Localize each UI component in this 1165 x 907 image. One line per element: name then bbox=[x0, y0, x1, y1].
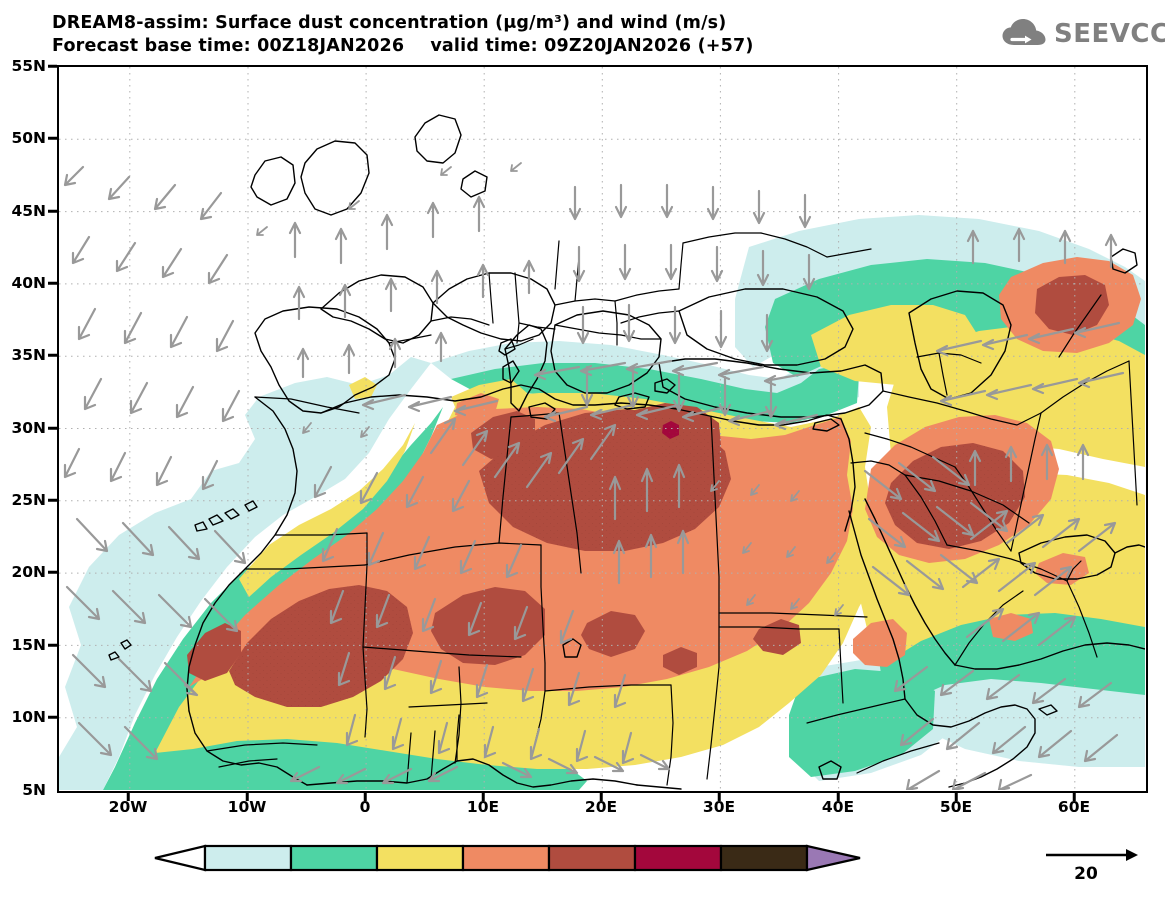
seevccc-logo: SEEVCCC bbox=[1001, 14, 1165, 54]
lat-tick-mark bbox=[48, 136, 57, 140]
lon-tick-mark bbox=[836, 793, 840, 801]
colorbar-segment-200 bbox=[461, 844, 551, 872]
base-time-text: Forecast base time: 00Z18JAN2026 bbox=[52, 36, 405, 56]
colorbar-segment-5 bbox=[203, 844, 293, 872]
lon-tick-60e: 60E bbox=[1057, 798, 1091, 816]
colorbar-over-arrow bbox=[805, 844, 861, 872]
lat-tick-40n: 40N bbox=[11, 274, 46, 292]
colorbar-segment-5000 bbox=[719, 844, 809, 872]
lat-tick-25n: 25N bbox=[11, 491, 46, 509]
lon-tick-30e: 30E bbox=[702, 798, 736, 816]
lon-tick-20w: 20W bbox=[108, 798, 148, 816]
map-header: DREAM8-assim: Surface dust concentration… bbox=[0, 0, 1165, 62]
page-title: DREAM8-assim: Surface dust concentration… bbox=[52, 13, 727, 33]
wind-vector-field bbox=[63, 162, 1125, 790]
lon-tick-mark bbox=[954, 793, 958, 801]
wind-reference-arrow-icon bbox=[1046, 849, 1138, 861]
lon-tick-10w: 10W bbox=[227, 798, 267, 816]
logo-text: SEEVCCC bbox=[1054, 19, 1165, 49]
lon-tick-mark bbox=[363, 793, 367, 801]
lat-tick-10n: 10N bbox=[11, 708, 46, 726]
lon-tick-mark bbox=[717, 793, 721, 801]
lat-tick-mark bbox=[48, 426, 57, 430]
colorbar-segment-50 bbox=[375, 844, 465, 872]
lat-tick-55n: 55N bbox=[11, 57, 46, 75]
lon-tick-mark bbox=[245, 793, 249, 801]
lat-tick-mark bbox=[48, 64, 57, 68]
lat-tick-45n: 45N bbox=[11, 202, 46, 220]
wind-scale-label: 20 bbox=[1074, 864, 1098, 884]
lon-tick-mark bbox=[599, 793, 603, 801]
lat-tick-35n: 35N bbox=[11, 346, 46, 364]
lat-tick-20n: 20N bbox=[11, 563, 46, 581]
dust-stipple-texture bbox=[229, 409, 1025, 707]
map-canvas[interactable] bbox=[57, 65, 1148, 793]
lat-tick-30n: 30N bbox=[11, 419, 46, 437]
lat-tick-mark bbox=[48, 281, 57, 285]
colorbar-under-arrow bbox=[154, 844, 207, 872]
forecast-time-line: Forecast base time: 00Z18JAN2026 valid ti… bbox=[52, 36, 754, 56]
colorbar-segment-2000 bbox=[633, 844, 723, 872]
lon-tick-mark bbox=[1072, 793, 1076, 801]
lon-tick-10e: 10E bbox=[466, 798, 500, 816]
graticule-grid bbox=[59, 67, 1145, 790]
coastlines-and-borders bbox=[108, 114, 1145, 790]
lon-tick-20e: 20E bbox=[584, 798, 618, 816]
colorbar-swatches bbox=[154, 844, 861, 872]
lat-tick-mark bbox=[48, 353, 57, 357]
lat-tick-15n: 15N bbox=[11, 636, 46, 654]
lat-tick-mark bbox=[48, 715, 57, 719]
lat-tick-50n: 50N bbox=[11, 129, 46, 147]
lat-tick-mark bbox=[48, 498, 57, 502]
lon-tick-40e: 40E bbox=[821, 798, 855, 816]
lat-tick-mark bbox=[48, 643, 57, 647]
lat-tick-5n: 5N bbox=[22, 781, 46, 799]
colorbar: 5 20 50 200 500 2000 5000 20000 bbox=[0, 838, 1165, 900]
lon-tick-mark bbox=[126, 793, 130, 801]
wind-scale-key: 20 bbox=[1040, 846, 1150, 892]
lon-tick-0: 0 bbox=[359, 798, 371, 816]
colorbar-segment-20 bbox=[289, 844, 379, 872]
lon-tick-50e: 50E bbox=[939, 798, 973, 816]
lat-tick-mark bbox=[48, 570, 57, 574]
colorbar-segment-500 bbox=[547, 844, 637, 872]
lon-tick-mark bbox=[481, 793, 485, 801]
cloud-wind-icon bbox=[1002, 19, 1046, 45]
lat-tick-mark bbox=[48, 209, 57, 213]
dust-concentration-field bbox=[59, 67, 1145, 790]
valid-time-text: valid time: 09Z20JAN2026 (+57) bbox=[430, 36, 754, 56]
